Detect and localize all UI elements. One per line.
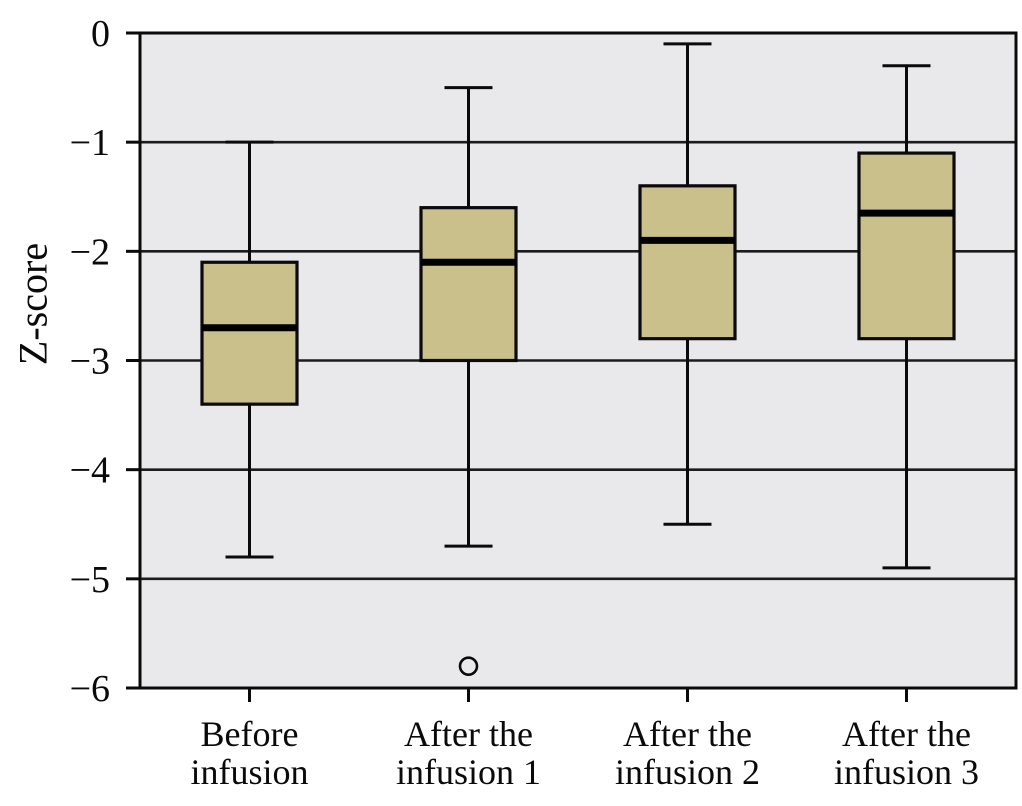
box-group [419, 86, 518, 676]
y-tick-label: −6 [70, 668, 110, 710]
category-label: infusion 3 [834, 752, 979, 792]
y-tick-label: 0 [91, 13, 110, 55]
category-label: After the [404, 714, 533, 754]
plot-border [138, 31, 1018, 690]
box-group [857, 64, 956, 570]
category-label: After the [842, 714, 971, 754]
category-label: infusion 2 [615, 752, 760, 792]
category-label: Before [201, 714, 299, 754]
category-label: infusion [190, 752, 308, 792]
box-group [200, 140, 299, 559]
iqr-box [638, 184, 737, 341]
category-label: After the [623, 714, 752, 754]
y-tick-label: −1 [70, 122, 110, 164]
outlier-point [458, 656, 479, 676]
iqr-box [857, 151, 956, 341]
box-group [638, 42, 737, 526]
iqr-box [419, 206, 518, 363]
y-tick-label: −2 [70, 231, 110, 273]
y-tick-label: −5 [70, 559, 110, 601]
y-tick-label: −3 [70, 341, 110, 383]
y-axis-title: Z-score [11, 243, 56, 365]
y-tick-label: −4 [70, 450, 110, 492]
iqr-box [200, 260, 299, 406]
category-label: infusion 1 [396, 752, 541, 792]
